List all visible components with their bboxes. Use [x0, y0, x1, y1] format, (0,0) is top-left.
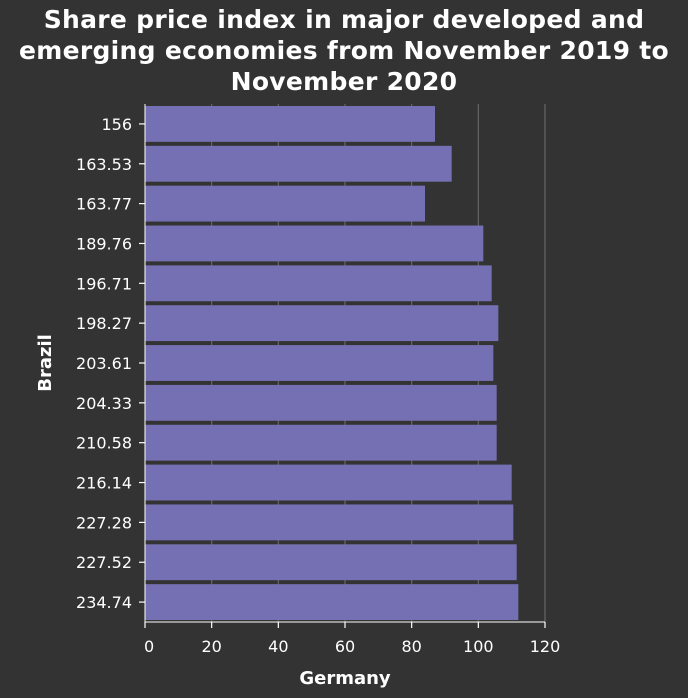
bars	[145, 105, 519, 621]
chart-title: Share price index in major developed and…	[0, 4, 688, 97]
chart-title-line-3: November 2020	[230, 67, 458, 96]
y-tick-label-12: 234.74	[76, 593, 132, 612]
y-tick-label-7: 204.33	[76, 394, 132, 413]
y-tick-label-3: 189.76	[76, 234, 132, 253]
y-tick-label-0: 156	[101, 115, 132, 134]
bar-9	[145, 464, 512, 501]
bar-2	[145, 185, 425, 222]
y-tick-label-5: 198.27	[76, 314, 132, 333]
bar-12	[145, 584, 519, 621]
axes: 156 163.53 163.77 189.76 196.71 198.27 203.61 2…	[76, 104, 560, 656]
x-tick-label-1: 20	[201, 637, 221, 656]
bar-10	[145, 504, 514, 541]
bar-0	[145, 105, 435, 142]
x-tick-label-2: 40	[268, 637, 288, 656]
x-tick-label-0: 0	[144, 637, 154, 656]
y-tick-label-9: 216.14	[76, 474, 132, 493]
y-axis-title: Brazil	[35, 334, 56, 392]
x-tick-label-6: 120	[530, 637, 561, 656]
bar-3	[145, 225, 484, 262]
bar-7	[145, 384, 497, 421]
y-tick-label-6: 203.61	[76, 354, 132, 373]
bar-11	[145, 544, 517, 581]
y-tick-label-2: 163.77	[76, 195, 132, 214]
x-tick-label-4: 80	[401, 637, 421, 656]
x-tick-label-5: 100	[463, 637, 494, 656]
y-tick-label-1: 163.53	[76, 155, 132, 174]
bar-4	[145, 265, 492, 302]
x-tick-label-3: 60	[335, 637, 355, 656]
bar-6	[145, 345, 494, 381]
bar-1	[145, 145, 452, 182]
chart-title-line-1: Share price index in major developed and	[43, 5, 645, 34]
y-tick-label-4: 196.71	[76, 274, 132, 293]
y-tick-label-11: 227.52	[76, 553, 132, 572]
y-tick-label-8: 210.58	[76, 434, 132, 453]
x-axis-title: Germany	[299, 668, 391, 689]
chart-title-line-2: emerging economies from November 2019 to	[18, 36, 670, 65]
bar-8	[145, 424, 497, 461]
y-tick-label-10: 227.28	[76, 513, 132, 532]
bar-5	[145, 305, 499, 342]
